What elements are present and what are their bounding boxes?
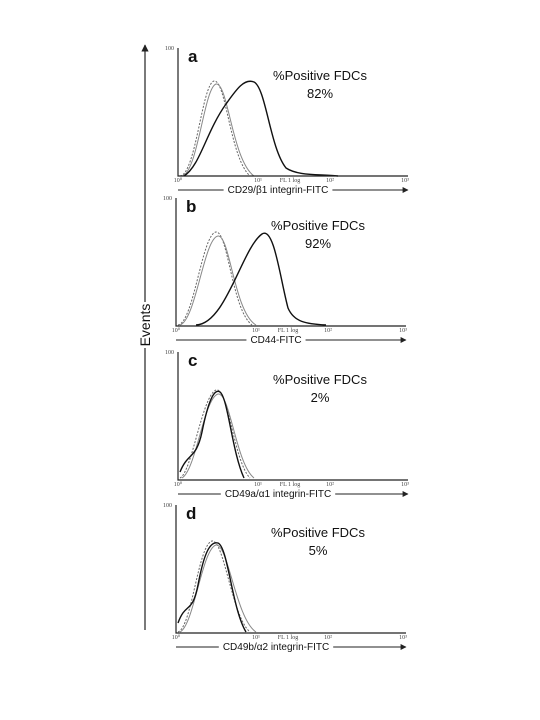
y-top-label: 100 [165, 46, 174, 52]
stat-label: %Positive FDCs [273, 372, 367, 387]
x-axis-label: CD29/β1 integrin-FITC [228, 185, 329, 196]
x-axis-label: CD44-FITC [250, 335, 301, 346]
curve [177, 542, 247, 633]
x-tick-label: 10² [324, 328, 332, 334]
stat-value: 82% [307, 86, 333, 101]
panel: 100 b %Positive FDCs 92% 10⁰ 10¹ FL 1 log 10² 10… [163, 196, 407, 346]
curve [179, 544, 257, 633]
panel-letter: c [188, 351, 197, 370]
panel: 100 d %Positive FDCs 5% 10⁰ 10¹ FL 1 log 10² 10³… [163, 503, 407, 653]
y-label: Events [137, 304, 153, 347]
x-tick-label: 10¹ [254, 178, 262, 184]
y-top-label: 100 [165, 350, 174, 356]
axis [177, 352, 408, 481]
curve [179, 80, 251, 177]
curve [183, 80, 339, 177]
axis [177, 48, 408, 177]
x-tick-label: 10² [326, 178, 334, 184]
curve [181, 83, 255, 177]
stat-label: %Positive FDCs [271, 218, 365, 233]
x-tick-label: 10⁰ [172, 634, 181, 641]
x-axis-label: CD49b/α2 integrin-FITC [223, 642, 329, 653]
stat-value: 92% [305, 236, 331, 251]
x-axis-label: CD49a/α1 integrin-FITC [225, 489, 331, 500]
x-tick-label: FL 1 log [278, 328, 298, 334]
y-top-label: 100 [163, 503, 172, 509]
curve [181, 393, 255, 479]
x-tick-label: 10¹ [252, 635, 260, 641]
label-bg [132, 302, 158, 348]
stat-label: %Positive FDCs [271, 525, 365, 540]
x-tick-label: 10³ [399, 328, 407, 334]
panel-letter: d [186, 504, 196, 523]
x-tick-label: FL 1 log [280, 482, 300, 488]
panel: 100 c %Positive FDCs 2% 10⁰ 10¹ FL 1 log 10² 10³… [165, 350, 409, 500]
x-tick-label: 10² [324, 635, 332, 641]
x-tick-label: 10³ [399, 635, 407, 641]
y-top-label: 100 [163, 196, 172, 202]
panel: 100 a %Positive FDCs 82% 10⁰ 10¹ FL 1 log 10² 10… [165, 46, 409, 196]
x-tick-label: 10⁰ [174, 481, 183, 488]
x-tick-label: 10³ [401, 482, 409, 488]
stat-label: %Positive FDCs [273, 68, 367, 83]
curve [177, 231, 253, 326]
x-tick-label: 10⁰ [172, 327, 181, 334]
x-tick-label: 10³ [401, 178, 409, 184]
axis [175, 198, 406, 327]
curve [179, 389, 251, 479]
curve [179, 235, 257, 326]
panel-letter: a [188, 47, 198, 66]
curve [179, 390, 245, 479]
axis [175, 505, 406, 634]
stat-value: 5% [309, 543, 328, 558]
x-tick-label: FL 1 log [278, 635, 298, 641]
x-tick-label: 10⁰ [174, 177, 183, 184]
x-tick-label: FL 1 log [280, 178, 300, 184]
curve [195, 232, 327, 326]
stat-value: 2% [311, 390, 330, 405]
x-tick-label: 10² [326, 482, 334, 488]
x-tick-label: 10¹ [252, 328, 260, 334]
panel-letter: b [186, 197, 196, 216]
x-tick-label: 10¹ [254, 482, 262, 488]
